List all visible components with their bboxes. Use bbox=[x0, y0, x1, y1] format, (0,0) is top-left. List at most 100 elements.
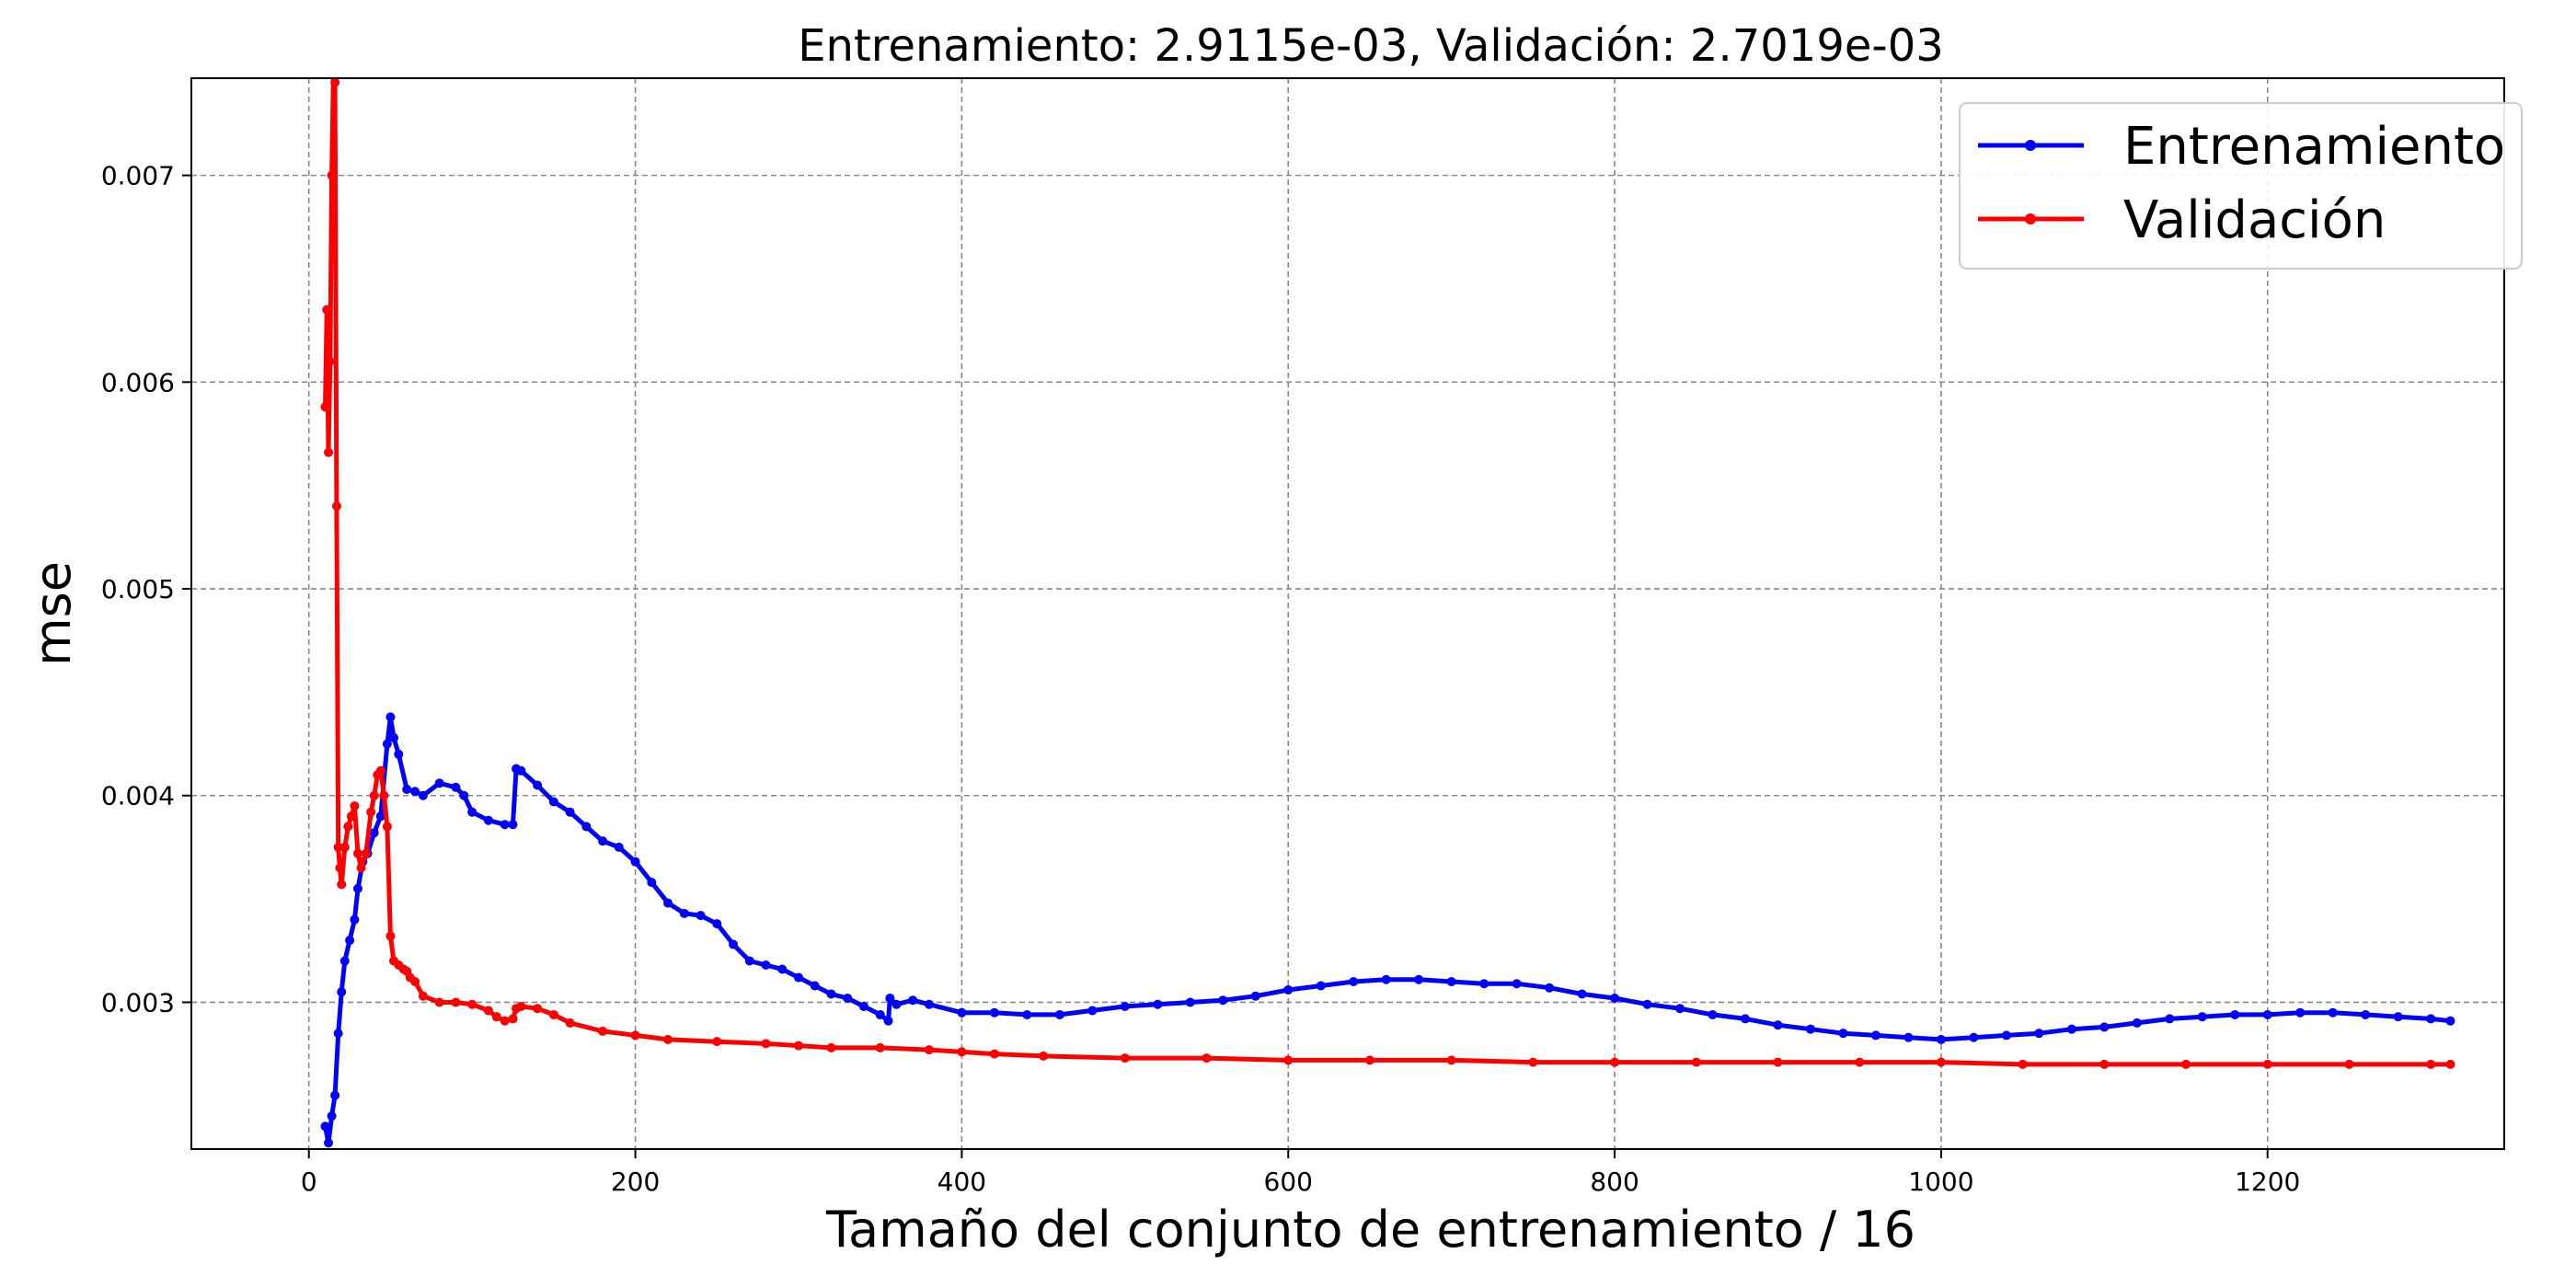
data-point-validacion bbox=[410, 976, 420, 986]
data-point-entrenamiento bbox=[1512, 979, 1522, 989]
data-point-entrenamiento bbox=[663, 898, 673, 908]
data-point-validacion bbox=[356, 863, 366, 873]
data-point-entrenamiento bbox=[1446, 976, 1456, 986]
data-point-entrenamiento bbox=[2034, 1029, 2044, 1039]
data-point-entrenamiento bbox=[1414, 974, 1424, 984]
data-point-validacion bbox=[957, 1047, 967, 1057]
data-point-entrenamiento bbox=[320, 1121, 330, 1132]
data-point-validacion bbox=[434, 997, 444, 1007]
y-axis-label: mse bbox=[24, 561, 82, 666]
data-point-entrenamiento bbox=[793, 972, 803, 983]
data-point-entrenamiento bbox=[712, 919, 722, 929]
data-point-validacion bbox=[335, 863, 345, 873]
data-point-validacion bbox=[467, 999, 477, 1009]
series-layer bbox=[320, 78, 2455, 1148]
data-point-validacion bbox=[1202, 1053, 1212, 1064]
legend-label-entrenamiento: Entrenamiento bbox=[2123, 117, 2505, 177]
data-point-entrenamiento bbox=[924, 999, 934, 1009]
data-point-entrenamiento bbox=[483, 815, 493, 825]
data-point-entrenamiento bbox=[2295, 1007, 2306, 1018]
data-point-entrenamiento bbox=[2262, 1009, 2272, 1019]
data-point-entrenamiento bbox=[324, 1138, 334, 1148]
data-point-entrenamiento bbox=[330, 1090, 340, 1100]
data-point-validacion bbox=[418, 991, 428, 1001]
x-axis-label: Tamaño del conjunto de entrenamiento / 1… bbox=[825, 1201, 1915, 1259]
data-point-entrenamiento bbox=[891, 999, 902, 1009]
data-point-entrenamiento bbox=[410, 787, 420, 797]
x-tick-label: 200 bbox=[611, 1167, 660, 1197]
data-point-entrenamiento bbox=[369, 828, 379, 838]
x-tick-label: 1200 bbox=[2235, 1167, 2300, 1197]
data-point-entrenamiento bbox=[2165, 1014, 2175, 1024]
data-point-entrenamiento bbox=[516, 765, 526, 776]
data-point-validacion bbox=[1528, 1057, 1538, 1067]
data-point-entrenamiento bbox=[1185, 997, 1195, 1007]
data-point-entrenamiento bbox=[2132, 1018, 2142, 1028]
data-point-validacion bbox=[1446, 1055, 1456, 1065]
data-point-validacion bbox=[875, 1042, 885, 1052]
data-point-entrenamiento bbox=[744, 956, 754, 966]
data-point-validacion bbox=[565, 1018, 575, 1028]
data-point-entrenamiento bbox=[333, 1029, 343, 1039]
data-point-entrenamiento bbox=[565, 807, 575, 817]
y-tick-label: 0.006 bbox=[101, 367, 175, 397]
data-point-entrenamiento bbox=[350, 914, 360, 925]
data-point-entrenamiento bbox=[1545, 983, 1555, 993]
data-point-entrenamiento bbox=[1838, 1029, 1848, 1039]
data-point-validacion bbox=[491, 1012, 501, 1022]
data-point-entrenamiento bbox=[908, 995, 918, 1006]
data-point-validacion bbox=[2262, 1059, 2272, 1069]
y-tick-label: 0.004 bbox=[101, 781, 175, 811]
y-tick-label: 0.003 bbox=[101, 987, 175, 1018]
data-point-entrenamiento bbox=[1087, 1006, 1098, 1016]
data-point-validacion bbox=[508, 1014, 518, 1024]
data-point-validacion bbox=[989, 1049, 999, 1059]
data-point-validacion bbox=[1855, 1057, 1865, 1067]
data-point-entrenamiento bbox=[1936, 1034, 1946, 1044]
data-point-entrenamiento bbox=[777, 964, 788, 974]
y-axis-ticks: 0.003 0.004 0.005 0.006 0.007 bbox=[101, 161, 191, 1018]
data-point-validacion bbox=[333, 842, 343, 852]
data-point-validacion bbox=[2099, 1059, 2110, 1069]
data-point-validacion bbox=[1691, 1057, 1701, 1067]
plot-frame bbox=[190, 77, 2505, 1150]
data-point-entrenamiento bbox=[508, 820, 518, 830]
data-point-validacion bbox=[483, 1006, 493, 1016]
x-tick-label: 800 bbox=[1590, 1167, 1639, 1197]
data-point-entrenamiento bbox=[345, 936, 355, 946]
data-point-entrenamiento bbox=[1153, 999, 1163, 1009]
data-point-entrenamiento bbox=[581, 822, 592, 832]
data-point-validacion bbox=[346, 811, 356, 822]
x-tick-label: 600 bbox=[1264, 1167, 1313, 1197]
data-point-entrenamiento bbox=[1741, 1014, 1751, 1024]
data-point-entrenamiento bbox=[598, 836, 608, 846]
x-tick-label: 400 bbox=[937, 1167, 986, 1197]
data-point-validacion bbox=[320, 402, 330, 412]
data-point-entrenamiento bbox=[1022, 1009, 1032, 1019]
y-tick-label: 0.005 bbox=[101, 574, 175, 604]
data-point-validacion bbox=[331, 501, 341, 512]
data-point-entrenamiento bbox=[679, 908, 689, 918]
data-point-entrenamiento bbox=[696, 911, 706, 921]
data-point-validacion bbox=[2181, 1059, 2191, 1069]
data-point-validacion bbox=[343, 822, 353, 832]
data-point-entrenamiento bbox=[1969, 1032, 1979, 1042]
data-point-entrenamiento bbox=[451, 782, 461, 792]
series-markers-entrenamiento bbox=[320, 712, 2455, 1148]
legend-label-validacion: Validación bbox=[2123, 190, 2386, 250]
data-point-entrenamiento bbox=[2001, 1030, 2011, 1041]
data-point-entrenamiento bbox=[388, 732, 398, 742]
data-point-validacion bbox=[369, 790, 379, 800]
data-point-entrenamiento bbox=[418, 790, 428, 800]
chart-title: Entrenamiento: 2.9115e-03, Validación: 2… bbox=[798, 20, 1944, 72]
data-point-entrenamiento bbox=[1349, 976, 1359, 986]
data-point-validacion bbox=[366, 807, 376, 817]
data-point-entrenamiento bbox=[1642, 999, 1652, 1009]
data-point-entrenamiento bbox=[957, 1007, 967, 1018]
data-point-entrenamiento bbox=[810, 981, 820, 991]
x-tick-label: 1000 bbox=[1908, 1167, 1973, 1197]
data-point-entrenamiento bbox=[434, 778, 444, 788]
data-point-validacion bbox=[325, 356, 335, 366]
data-point-entrenamiento bbox=[1218, 995, 1228, 1006]
